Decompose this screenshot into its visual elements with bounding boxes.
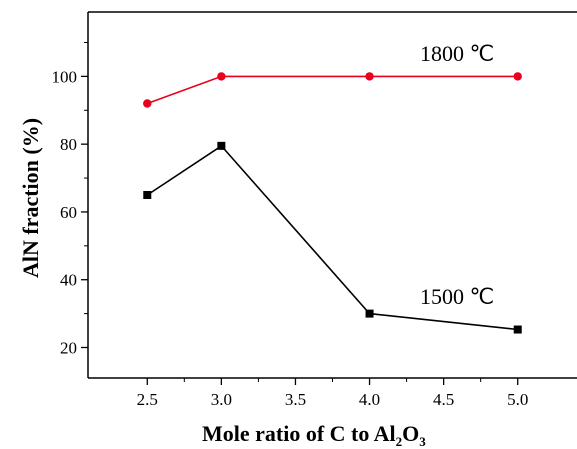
x-tick-label: 4.5 [433, 390, 454, 409]
data-point-0 [143, 99, 152, 108]
x-tick-label: 5.0 [507, 390, 528, 409]
y-tick-label: 60 [60, 203, 77, 222]
y-tick-label: 20 [60, 339, 77, 358]
ticks: 2.5 3.0 3.5 4.0 4.5 5.0 20 40 60 80 100 [52, 42, 528, 409]
series-line-1 [146, 144, 518, 331]
x-axis-label-tail: O [402, 421, 419, 446]
data-point-0 [365, 72, 374, 81]
y-axis-label: AlN fraction (%) [18, 118, 43, 278]
series-label-1500: 1500 ℃ [420, 284, 494, 309]
series-line-0 [147, 75, 518, 105]
x-tick-label: 4.0 [359, 390, 380, 409]
y-tick-label: 80 [60, 135, 77, 154]
x-axis-label-main: Mole ratio of C to Al [202, 421, 396, 446]
x-tick-label: 2.5 [137, 390, 158, 409]
data-point-0 [513, 72, 522, 81]
y-tick-label: 100 [52, 67, 78, 86]
series [143, 72, 522, 334]
data-point-1 [217, 141, 226, 150]
data-point-1 [365, 309, 374, 318]
data-point-1 [513, 325, 522, 334]
x-tick-label: 3.5 [285, 390, 306, 409]
axes [87, 11, 577, 379]
y-tick-label: 40 [60, 271, 77, 290]
data-point-1 [143, 191, 152, 199]
series-label-1800: 1800 ℃ [420, 41, 494, 66]
x-axis-label-sub: 2 [396, 434, 403, 449]
x-tick-label: 3.0 [211, 390, 232, 409]
data-point-0 [217, 72, 226, 81]
x-axis-label-sub2: 3 [419, 434, 426, 449]
x-axis-label: Mole ratio of C to Al2O3 [202, 421, 426, 449]
